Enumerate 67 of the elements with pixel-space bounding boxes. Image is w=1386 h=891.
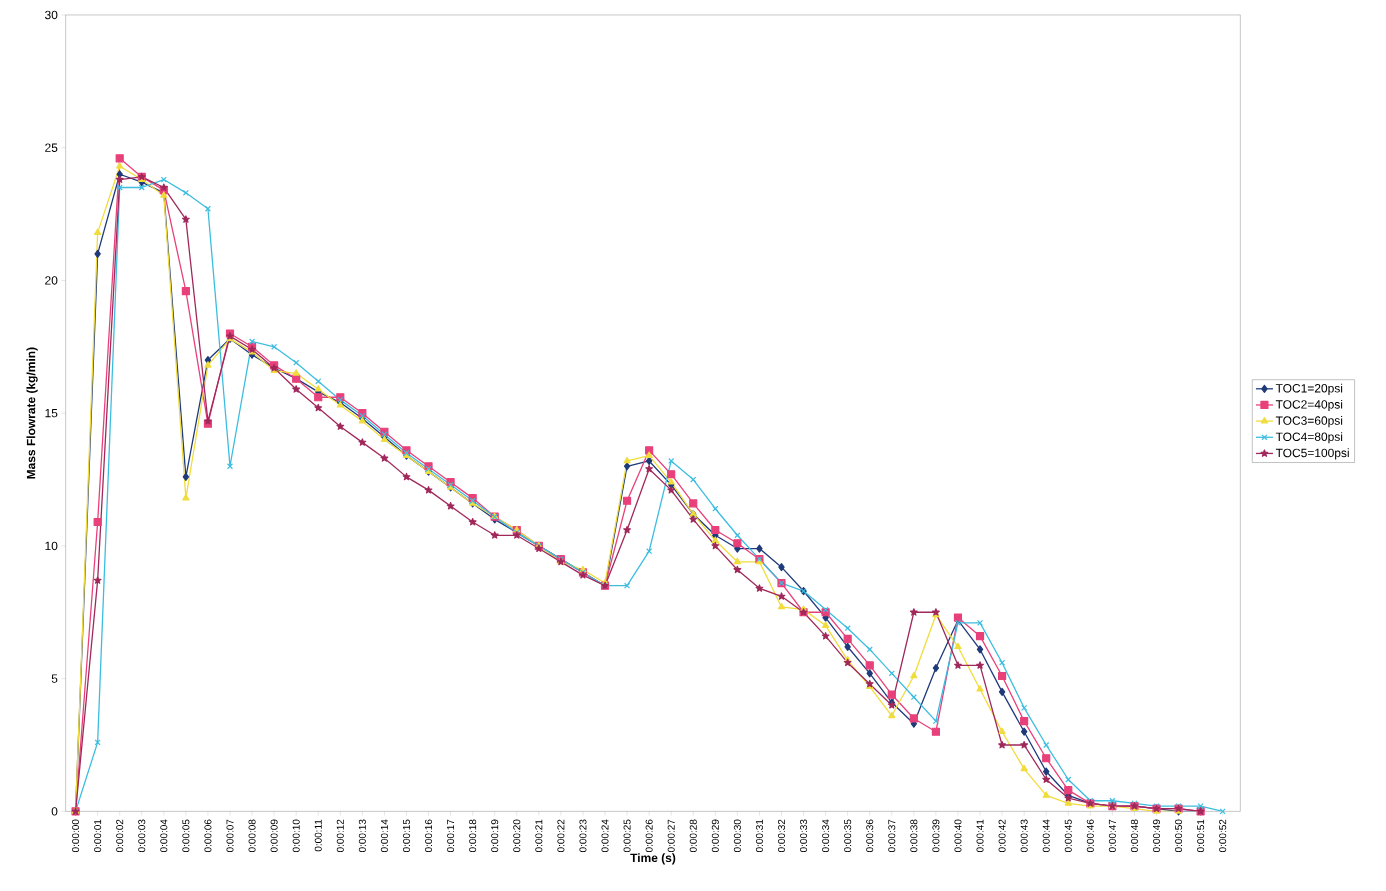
x-axis-title: Time (s) (630, 853, 676, 865)
x-tick-label: 0:00:52 (1219, 819, 1227, 852)
x-tick-label: 0:00:15 (402, 819, 410, 852)
x-tick-label: 0:00:18 (469, 819, 477, 852)
x-tick-label: 0:00:14 (380, 819, 388, 852)
x-tick-label: 0:00:22 (557, 819, 565, 852)
x-tick-label: 0:00:26 (645, 819, 653, 852)
x-tick-label: 0:00:17 (447, 819, 455, 852)
x-tick-label: 0:00:05 (182, 819, 190, 852)
x-tick-label: 0:00:25 (623, 819, 631, 852)
x-tick-label: 0:00:44 (1042, 819, 1050, 852)
legend-label: TOC1=20psi (1275, 383, 1343, 395)
y-tick-label: 25 (45, 143, 58, 152)
y-tick-label: 15 (45, 408, 58, 418)
y-axis-title: Mass Flowrate (kg/min) (26, 347, 38, 479)
y-tick-label: 30 (45, 10, 58, 20)
x-tick-label: 0:00:29 (711, 819, 719, 852)
x-tick-label: 0:00:21 (535, 819, 543, 852)
x-tick-label: 0:00:36 (866, 819, 874, 852)
x-tick-label: 0:00:48 (1130, 819, 1138, 852)
x-tick-label: 0:00:16 (425, 819, 433, 852)
x-tick-label: 0:00:28 (689, 819, 697, 852)
x-tick-label: 0:00:19 (491, 819, 499, 852)
x-tick-label: 0:00:06 (204, 819, 212, 852)
x-tick-label: 0:00:47 (1108, 819, 1116, 852)
x-tick-label: 0:00:51 (1197, 819, 1205, 852)
legend-label: TOC4=80psi (1275, 432, 1343, 444)
x-tick-label: 0:00:08 (248, 819, 256, 852)
x-tick-label: 0:00:43 (1020, 819, 1028, 852)
x-tick-label: 0:00:49 (1152, 819, 1161, 852)
x-tick-label: 0:00:07 (226, 819, 234, 852)
x-tick-label: 0:00:00 (72, 819, 80, 852)
x-tick-label: 0:00:40 (954, 819, 962, 852)
x-tick-label: 0:00:37 (888, 819, 896, 852)
x-tick-label: 0:00:32 (777, 819, 786, 852)
x-tick-label: 0:00:13 (358, 819, 366, 852)
x-tick-label: 0:00:35 (844, 819, 852, 852)
y-tick-label: 10 (45, 541, 58, 551)
x-tick-label: 0:00:09 (270, 819, 278, 852)
x-tick-label: 0:00:03 (138, 819, 146, 852)
x-tick-label: 0:00:50 (1175, 819, 1183, 852)
x-tick-label: 0:00:01 (94, 819, 102, 852)
legend-label: TOC5=100psi (1275, 448, 1349, 460)
x-tick-label: 0:00:02 (116, 819, 124, 852)
x-tick-label: 0:00:42 (998, 819, 1006, 852)
y-tick-label: 5 (51, 674, 58, 683)
x-tick-label: 0:00:33 (800, 819, 808, 852)
y-tick-label: 20 (45, 276, 58, 285)
x-tick-label: 0:00:34 (822, 819, 830, 852)
x-tick-label: 0:00:20 (513, 819, 521, 852)
legend-label: TOC2=40psi (1275, 399, 1343, 411)
x-tick-label: 0:00:38 (910, 819, 918, 852)
x-tick-label: 0:00:10 (292, 819, 300, 852)
x-tick-label: 0:00:45 (1064, 819, 1072, 852)
x-tick-label: 0:00:12 (336, 819, 344, 852)
x-tick-label: 0:00:23 (579, 819, 587, 852)
x-tick-label: 0:00:39 (932, 819, 940, 852)
x-tick-label: 0:00:27 (667, 819, 675, 852)
x-tick-label: 0:00:31 (755, 819, 763, 852)
x-tick-label: 0:00:46 (1086, 819, 1094, 852)
x-tick-label: 0:00:41 (976, 819, 984, 852)
y-tick-label: 0 (51, 807, 58, 816)
legend-label: TOC3=60psi (1275, 415, 1343, 428)
x-tick-label: 0:00:24 (601, 819, 609, 852)
x-tick-label: 0:00:11 (314, 819, 322, 852)
x-tick-label: 0:00:04 (160, 819, 168, 852)
x-tick-label: 0:00:30 (733, 819, 741, 852)
